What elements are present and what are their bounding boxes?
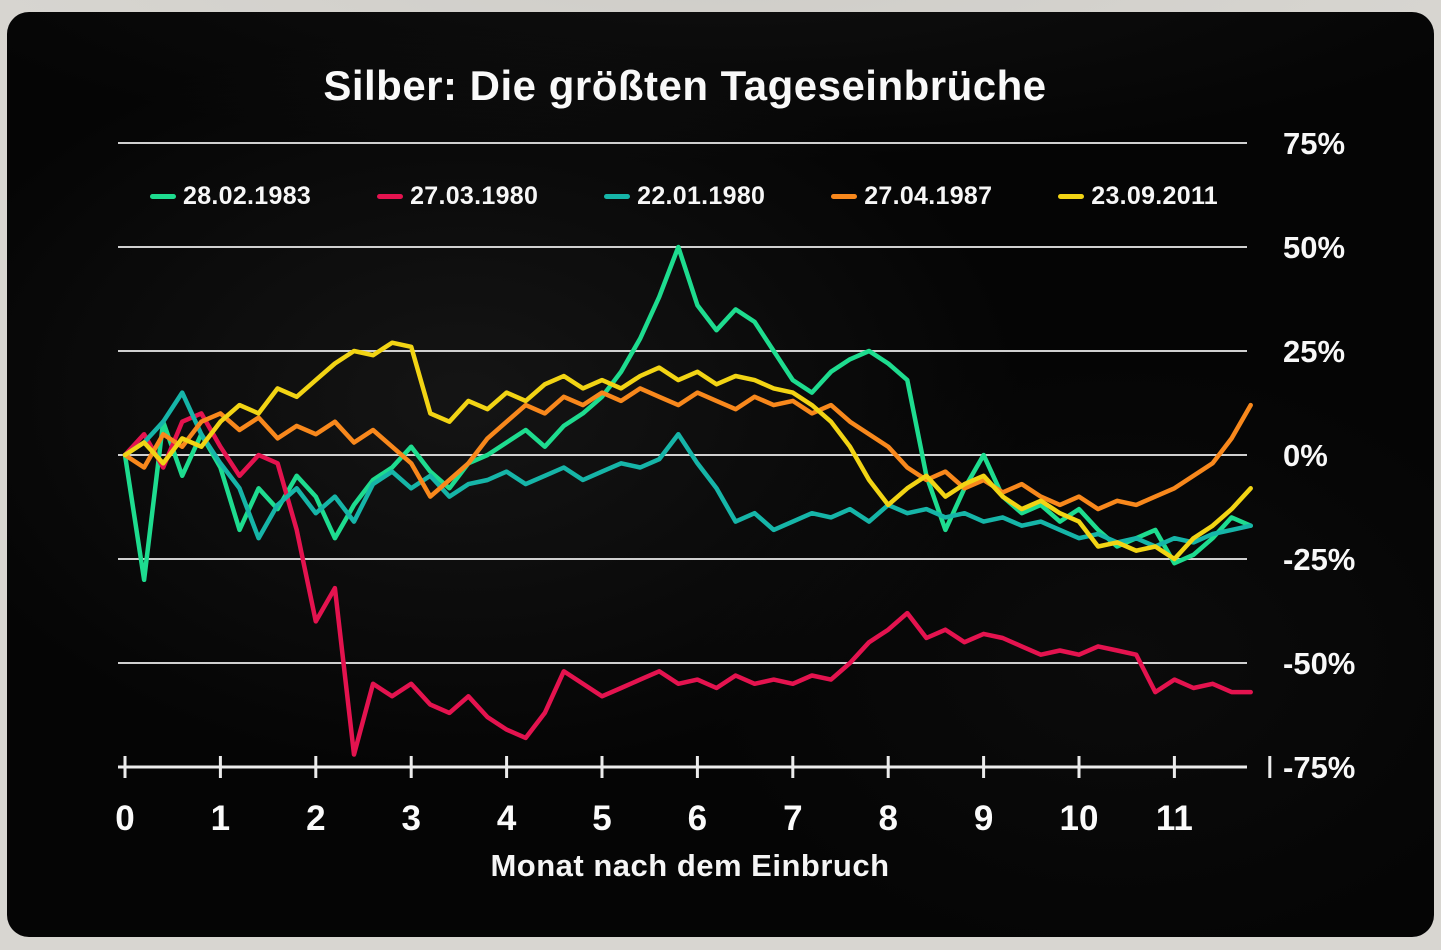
legend: 28.02.1983 27.03.1980 22.01.1980 27.04.1987… xyxy=(150,176,1218,216)
y-tick-label: 75% xyxy=(1283,126,1345,161)
legend-label: 22.01.1980 xyxy=(637,181,766,210)
legend-item: 28.02.1983 xyxy=(150,182,311,211)
series-line-27.04.1987 xyxy=(122,386,1253,512)
legend-dash-icon xyxy=(831,193,858,199)
x-tick-label: 3 xyxy=(401,799,420,838)
x-tick-label: 4 xyxy=(497,799,517,838)
y-tick-label: -25% xyxy=(1283,542,1355,577)
series-line-22.01.1980 xyxy=(122,390,1253,549)
legend-dash-icon xyxy=(150,193,176,199)
legend-label: 27.04.1987 xyxy=(864,181,993,210)
series-line-23.09.2011 xyxy=(122,340,1253,562)
legend-item: 22.01.1980 xyxy=(604,182,765,211)
x-tick-label: 5 xyxy=(592,799,611,838)
x-tick-label: 10 xyxy=(1060,799,1099,838)
x-tick-label: 1 xyxy=(211,799,230,838)
x-tick-label: 2 xyxy=(306,799,325,838)
legend-label: 28.02.1983 xyxy=(183,181,312,210)
series-line-27.03.1980 xyxy=(122,411,1253,757)
x-tick-label: 7 xyxy=(783,799,802,838)
x-tick-label: 11 xyxy=(1156,799,1193,838)
legend-label: 27.03.1980 xyxy=(410,181,539,210)
legend-dash-icon xyxy=(604,193,631,199)
x-tick-label: 8 xyxy=(878,799,897,838)
y-tick-label: 0% xyxy=(1283,438,1328,473)
legend-item: 27.03.1980 xyxy=(377,182,538,211)
y-tick-label: -75% xyxy=(1283,750,1355,785)
x-axis-title: Monat nach dem Einbruch xyxy=(490,848,890,883)
y-tick-label: -50% xyxy=(1283,646,1355,681)
legend-item: 23.09.2011 xyxy=(1058,182,1218,211)
y-tick-label: 50% xyxy=(1283,230,1345,265)
legend-label: 23.09.2011 xyxy=(1091,181,1218,210)
x-tick-label: 6 xyxy=(688,799,707,838)
x-tick-label: 9 xyxy=(974,799,993,838)
legend-item: 27.04.1987 xyxy=(831,182,992,211)
series-line-28.02.1983 xyxy=(122,244,1253,583)
legend-dash-icon xyxy=(1058,193,1085,199)
x-tick-label: 0 xyxy=(115,799,134,838)
legend-dash-icon xyxy=(377,193,404,199)
y-tick-label: 25% xyxy=(1283,334,1345,369)
chart-title: Silber: Die größten Tageseinbrüche xyxy=(323,62,1047,109)
